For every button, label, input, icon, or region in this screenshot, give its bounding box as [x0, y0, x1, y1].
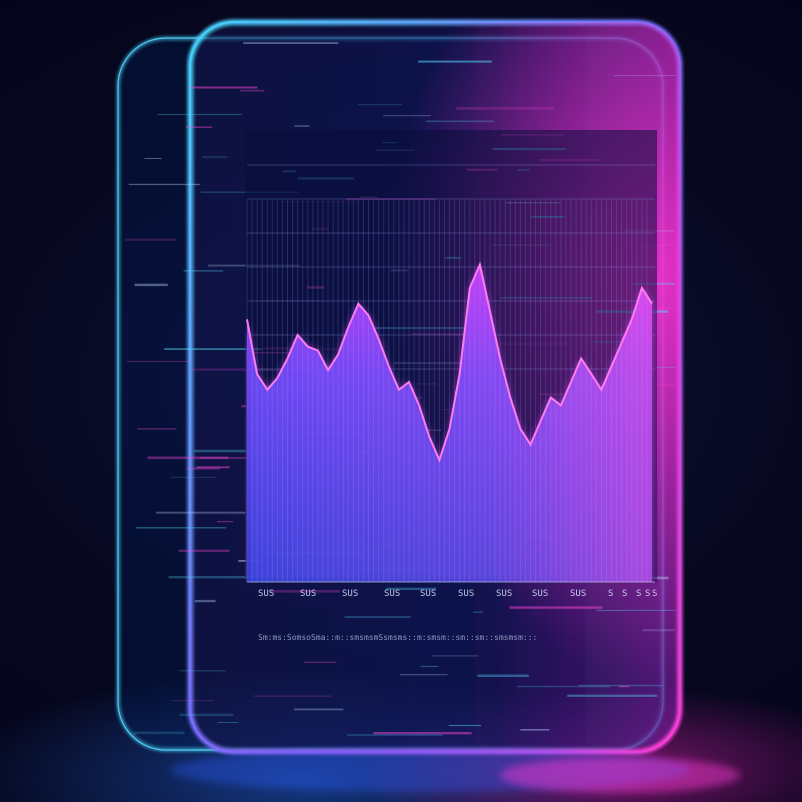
glitch-streak [431, 655, 479, 657]
glitch-streak [640, 366, 675, 368]
glitch-streak [133, 731, 185, 735]
glitch-streak [144, 158, 162, 159]
glitch-streak [642, 629, 675, 632]
glitch-streak [147, 456, 229, 460]
x-tick-label: SUS [258, 589, 274, 599]
x-tick-label: SUS [342, 589, 358, 599]
glitch-streak [171, 700, 214, 702]
glitch-streak [126, 361, 193, 362]
x-tick-label: S [652, 589, 657, 599]
glitch-streak [186, 126, 213, 128]
glitch-streak [418, 60, 492, 63]
x-tick-label: SUS [570, 589, 586, 599]
glitch-streak [509, 606, 603, 609]
glitch-streak [190, 86, 258, 89]
glitch-streak [193, 449, 268, 453]
x-tick-label: SUS [300, 589, 316, 599]
glitch-streak [134, 283, 168, 287]
glitch-streak [186, 467, 220, 470]
glitch-streak [619, 685, 630, 688]
chart-gridlines [247, 164, 655, 370]
glitch-streak [253, 695, 332, 697]
glitch-streak [156, 511, 246, 514]
glitch-streak [199, 456, 271, 459]
glitch-streak [178, 549, 230, 552]
glitch-streak [194, 599, 216, 603]
x-tick-label: SUS [532, 589, 548, 599]
chart-panel: SUS SUS SUS SUS SUS SUS SUS SUS SUS S S S S S Sm:ms:S… [245, 130, 657, 642]
chart-line [246, 261, 653, 464]
x-tick-label: S [636, 589, 641, 599]
glitch-streak [420, 665, 439, 667]
glitch-streak [456, 107, 555, 110]
x-tick-label: SUS [384, 589, 400, 599]
chart-area-highlight [247, 264, 652, 582]
glitch-streak [243, 42, 339, 44]
glitch-streak [304, 661, 337, 663]
footer-text: Sm:ms:SomsoSma::m::smsmsmSsmsms::m:smsm:… [258, 633, 537, 642]
glitch-streak [164, 348, 262, 350]
glitch-streak [136, 527, 226, 529]
glitch-streak [596, 609, 675, 611]
x-tick-label: S [608, 589, 613, 599]
glitch-streak [473, 611, 484, 613]
glitch-streak [128, 183, 200, 186]
glitch-streak [399, 674, 448, 676]
x-axis-ticks: SUS SUS SUS SUS SUS SUS SUS SUS SUS S S S S S [258, 589, 657, 599]
glitch-streak [190, 368, 272, 371]
glitch-streak [578, 684, 663, 687]
glitch-streak [426, 120, 494, 123]
glitch-streak [168, 576, 266, 579]
glitch-streak [347, 734, 443, 736]
glitch-streak [217, 722, 239, 723]
glitch-streak [517, 685, 611, 688]
glitch-streak [613, 75, 675, 77]
glitch-streak [477, 674, 529, 677]
glitch-streak [344, 616, 411, 618]
glitch-streak [567, 694, 658, 697]
glitch-streak [373, 732, 472, 735]
glitch-streak [157, 113, 242, 116]
floor-reflection [170, 748, 740, 793]
glitch-streak [294, 708, 344, 711]
glitch-streak [240, 89, 265, 92]
glitch-streak [217, 521, 234, 523]
glitch-streak [169, 476, 217, 478]
glitch-streak [183, 270, 224, 272]
x-tick-label: SUS [496, 589, 512, 599]
glitch-streak [448, 724, 482, 727]
glitch-streak [196, 466, 230, 469]
glitch-streak [202, 156, 228, 158]
glitch-streak [125, 238, 176, 241]
x-tick-label: S [622, 589, 627, 599]
x-tick-label: SUS [420, 589, 436, 599]
glitch-streak [137, 428, 177, 430]
x-tick-label: SUS [458, 589, 474, 599]
glitch-streak [357, 104, 402, 106]
glitch-streak [383, 115, 431, 117]
glitch-streak [179, 713, 234, 717]
glitch-streak [294, 125, 310, 127]
glitch-streak [520, 729, 550, 731]
glitch-streak [179, 670, 226, 672]
x-tick-label: S [645, 589, 650, 599]
glitch-streak [386, 587, 437, 591]
glitch-streak [270, 590, 340, 593]
